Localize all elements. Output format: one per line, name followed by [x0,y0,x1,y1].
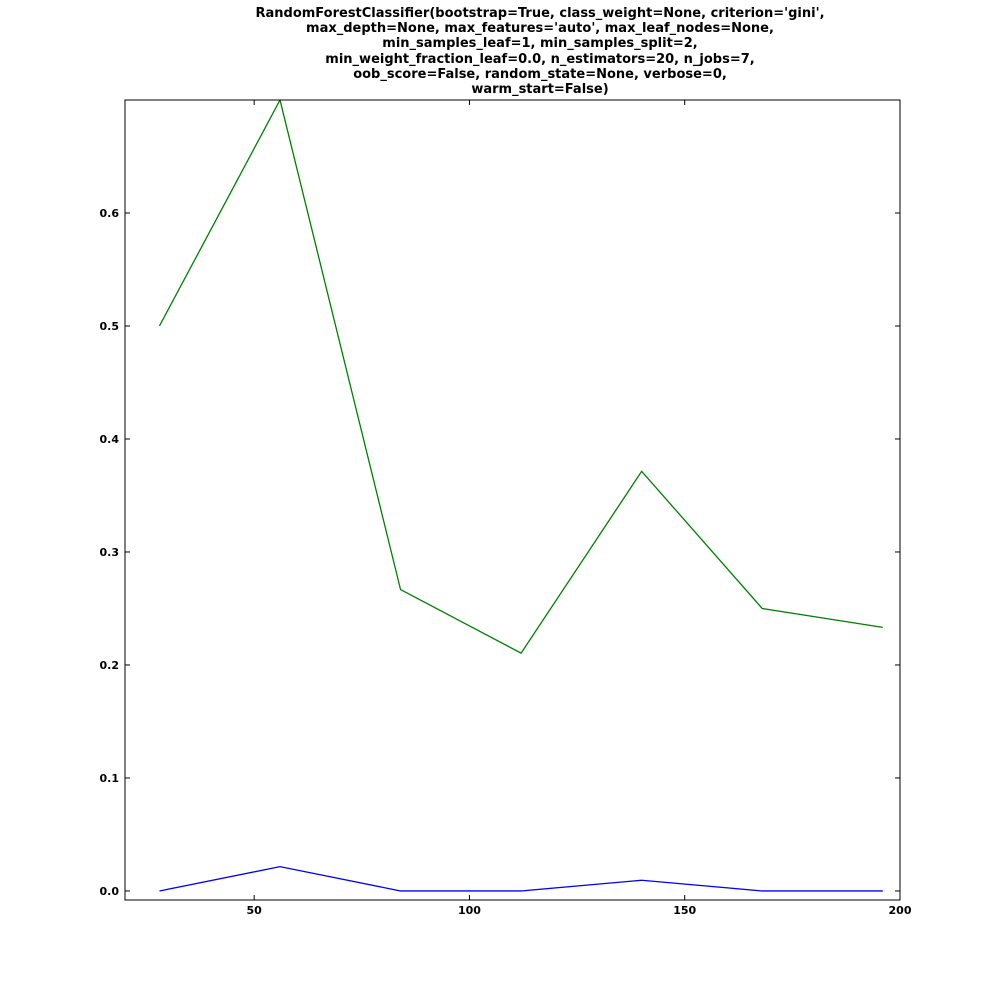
y-tick-label: 0.0 [100,885,120,898]
series-line-1 [158,100,883,654]
y-tick-label: 0.1 [100,772,120,785]
chart-title-line: RandomForestClassifier(bootstrap=True, c… [255,6,825,21]
x-tick-label: 100 [458,904,481,917]
plot-area-frame [124,99,901,901]
chart-title: RandomForestClassifier(bootstrap=True, c… [140,6,940,97]
y-tick-label: 0.5 [100,320,120,333]
series-lines [158,100,883,892]
y-tick-label: 0.3 [100,546,120,559]
chart-title-line: min_samples_leaf=1, min_samples_split=2, [382,36,698,52]
y-tick-label: 0.2 [100,659,120,672]
y-tick-label: 0.4 [100,433,120,446]
axis-ticks: 50 100 150 200 0.0 0.1 0.2 0.3 0.4 0.5 0.6 [100,100,912,917]
y-tick-label: 0.6 [100,207,120,220]
chart-title-line: max_depth=None, max_features='auto', max… [306,21,774,37]
chart-title-line: min_weight_fraction_leaf=0.0, n_estimato… [325,51,755,67]
x-tick-label: 50 [247,904,263,917]
chart-title-line: oob_score=False, random_state=None, verb… [353,66,727,82]
x-tick-label: 150 [673,904,696,917]
x-tick-label: 200 [889,904,912,917]
chart-title-line: warm_start=False) [471,82,609,98]
series-line-0 [159,866,883,892]
